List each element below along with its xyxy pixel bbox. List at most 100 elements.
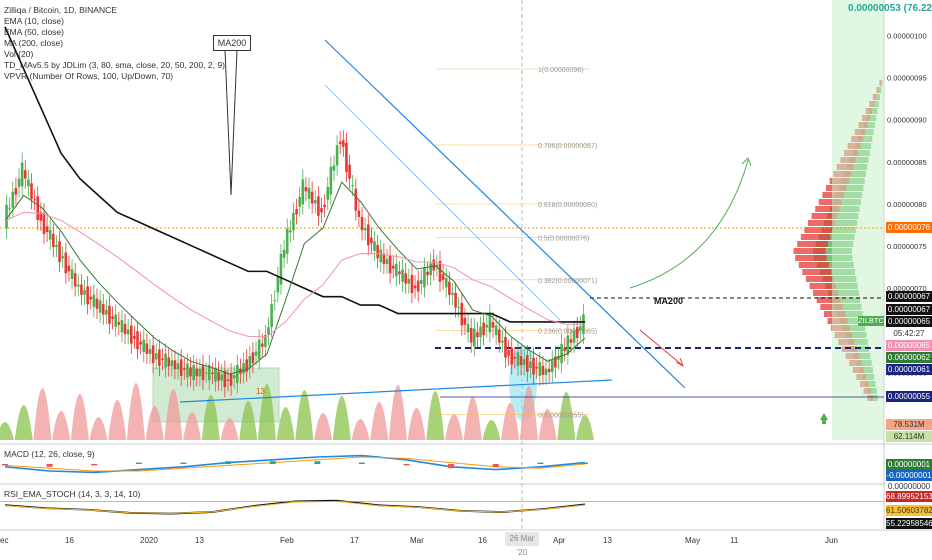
legend-td-indicator[interactable]: TD_MAv5.5 by JDLim (3, 80, sma, close, 2…	[4, 60, 225, 70]
volume-bar	[33, 388, 52, 440]
vpvr-down-bar	[795, 255, 827, 261]
projection-arrowhead	[741, 157, 752, 167]
volume-bar	[332, 396, 351, 440]
legend-symbol[interactable]: Zilliqa / Bitcoin, 1D, BINANCE	[4, 5, 117, 15]
ma200-line	[4, 26, 585, 323]
candle-body	[507, 350, 510, 356]
candle-body	[105, 309, 108, 315]
candle-body	[279, 253, 283, 285]
candle-body	[292, 212, 295, 231]
volume-bar	[0, 422, 14, 440]
candle-body	[161, 358, 164, 360]
candle-body	[479, 326, 482, 337]
vpvr-down-bar	[811, 213, 838, 219]
volume-bar	[445, 414, 464, 440]
candle-body	[285, 228, 289, 254]
rsi-pane-label[interactable]: RSI_EMA_STOCH (14, 3, 3, 14, 10)	[4, 489, 141, 499]
candle-body	[404, 273, 407, 284]
macd-series	[2, 454, 588, 474]
candle-body	[572, 330, 576, 343]
price-tick-label: 0.00000085	[887, 158, 927, 167]
candle-body	[313, 200, 317, 204]
macd-histogram-bar	[2, 464, 8, 466]
candle-body	[76, 284, 80, 287]
candle-body	[36, 196, 40, 220]
candle-body	[516, 352, 520, 367]
green-up-arrow-icon	[820, 413, 828, 424]
candle-body	[304, 187, 308, 192]
candle-body	[469, 328, 473, 343]
candle-body	[522, 358, 526, 366]
candle-body	[179, 359, 183, 376]
price-tag: 0.00000000	[886, 481, 932, 492]
ma200-label: MA200	[654, 296, 684, 306]
candle-body	[441, 274, 445, 280]
volume-bar	[576, 415, 594, 440]
candle-body	[167, 357, 171, 367]
candle-body	[276, 276, 280, 293]
legend-vpvr[interactable]: VPVR (Number Of Rows, 100, Up/Down, 70)	[4, 71, 174, 81]
candle-body	[423, 268, 426, 288]
candle-body	[39, 212, 43, 221]
price-tick-label: 0.00000070	[887, 284, 927, 293]
price-tick-label: 0.00000090	[887, 116, 927, 125]
vpvr-down-bar	[809, 283, 836, 289]
fib-level-label: 0.5(0.00000076)	[538, 236, 589, 243]
legend-ema10[interactable]: EMA (10, close)	[4, 16, 64, 26]
top-price-readout: 0.00000053 (76.22	[848, 3, 932, 14]
candle-body	[419, 279, 423, 285]
candle-body	[485, 324, 489, 328]
candle-body	[89, 296, 93, 300]
time-tick-label: May	[685, 536, 700, 545]
volume-bar	[220, 418, 239, 440]
red-down-arrow	[639, 329, 683, 366]
candle-body	[226, 379, 230, 381]
macd-line	[4, 454, 586, 474]
candle-body	[183, 368, 186, 370]
candle-body	[413, 285, 417, 289]
candle-body	[488, 314, 492, 333]
candle-body	[257, 339, 261, 360]
candle-body	[444, 277, 448, 288]
candle-body	[52, 233, 55, 248]
candle-body	[366, 224, 370, 246]
macd-histogram-bar	[448, 464, 455, 469]
candle-body	[114, 314, 117, 327]
candle-body	[491, 321, 495, 328]
candle-body	[307, 187, 311, 199]
candle-body	[298, 196, 301, 207]
volume-bar	[351, 419, 370, 440]
volume-bar	[370, 402, 389, 440]
legend-volume[interactable]: Vol (20)	[4, 49, 34, 59]
volume-bar	[463, 397, 482, 440]
candle-body	[264, 335, 267, 347]
volume-bar	[201, 395, 220, 440]
price-tag: 78.531M	[886, 419, 932, 430]
legend-ema50[interactable]: EMA (50, close)	[4, 27, 64, 37]
candle-body	[170, 360, 174, 367]
candle-body	[557, 355, 560, 360]
candle-body	[363, 228, 367, 231]
candle-body	[198, 368, 202, 377]
ema50-line	[4, 211, 586, 338]
macd-histogram-bar	[314, 461, 321, 464]
volume-bar	[314, 413, 333, 440]
candle-body	[14, 187, 18, 195]
legend-ma200[interactable]: MA (200, close)	[4, 38, 64, 48]
candle-body	[92, 294, 96, 308]
time-axis-ticks: ec 16 2020 13 Feb 17 Mar 16 Apr 13 May 11 Jun	[0, 536, 838, 545]
candle-body	[211, 372, 214, 374]
candle-body	[376, 245, 379, 259]
candle-body	[217, 371, 220, 381]
macd-pane-label[interactable]: MACD (12, 26, close, 9)	[4, 449, 95, 459]
trend-lines	[0, 39, 884, 424]
candle-body	[310, 191, 314, 204]
vpvr-down-bar	[805, 276, 834, 282]
macd-histogram-bar	[225, 461, 232, 464]
volume-bar	[70, 394, 89, 440]
candle-body	[248, 356, 252, 368]
candle-body	[535, 366, 538, 369]
macd-histogram-bar	[46, 464, 53, 467]
candle-body	[61, 256, 64, 259]
fib-level-label: 1(0.00000096)	[538, 67, 584, 74]
